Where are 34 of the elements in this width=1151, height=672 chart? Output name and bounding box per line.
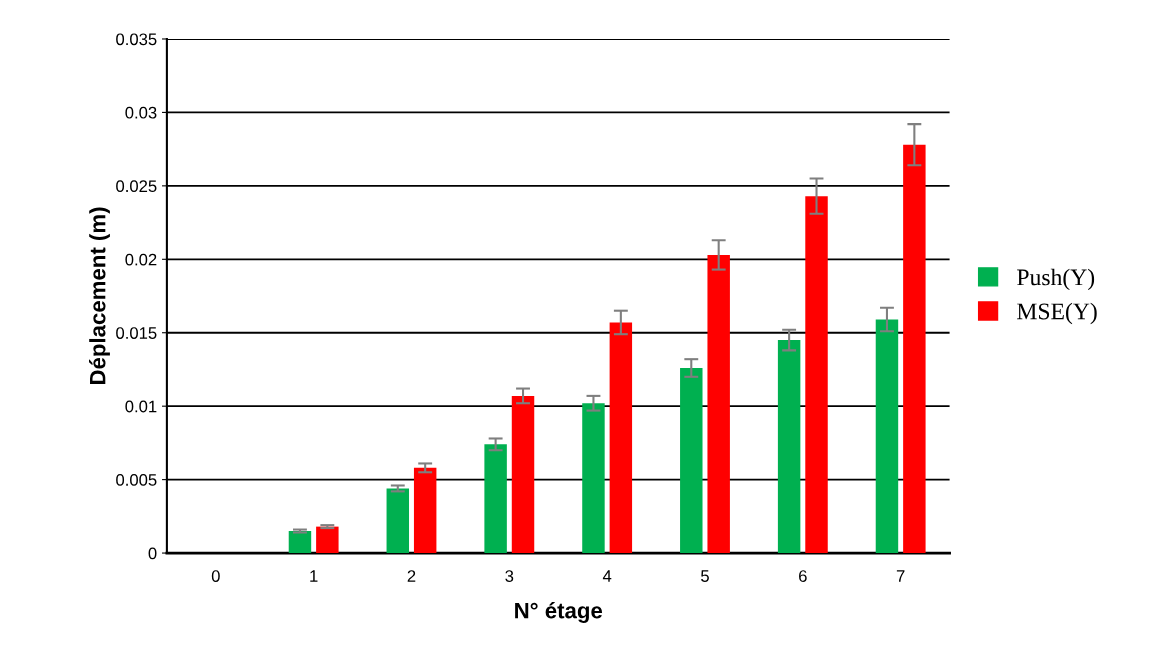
y-tick-label: 0.025 xyxy=(116,180,157,193)
y-tick-label: 0.015 xyxy=(116,327,157,339)
x-tick-label: 0 xyxy=(211,570,220,582)
y-tick-label: 0.02 xyxy=(125,253,157,266)
bar xyxy=(875,319,899,554)
bar xyxy=(288,531,312,554)
bar xyxy=(680,367,703,554)
x-tick-label: 5 xyxy=(701,570,709,582)
x-tick-label: 6 xyxy=(799,570,807,582)
x-tick-label: 4 xyxy=(602,570,612,582)
legend-label: MSE(Y) xyxy=(1017,302,1097,325)
bar xyxy=(805,196,828,554)
bar xyxy=(484,444,507,554)
bar xyxy=(316,526,339,554)
y-tick-label: 0 xyxy=(148,547,157,560)
bar xyxy=(903,144,926,554)
bar xyxy=(609,322,633,554)
y-tick-label: 0.03 xyxy=(125,106,157,119)
x-tick-label: 1 xyxy=(310,570,318,582)
y-tick-label: 0.01 xyxy=(125,400,157,413)
bar xyxy=(582,403,605,554)
y-axis-title: Déplacement (m) xyxy=(89,207,110,385)
y-tick-label: 0.005 xyxy=(116,474,157,486)
y-tick-label: 0.035 xyxy=(116,33,157,46)
bar xyxy=(777,340,801,554)
bar xyxy=(386,488,410,554)
bar xyxy=(413,467,437,554)
bar xyxy=(707,254,730,554)
bar xyxy=(511,395,535,554)
x-tick-label: 3 xyxy=(505,570,514,582)
x-tick-label: 2 xyxy=(407,570,416,582)
x-axis-title: N° étage xyxy=(515,601,603,623)
legend-label: Push(Y) xyxy=(1017,268,1095,291)
x-tick-label: 7 xyxy=(896,570,905,582)
